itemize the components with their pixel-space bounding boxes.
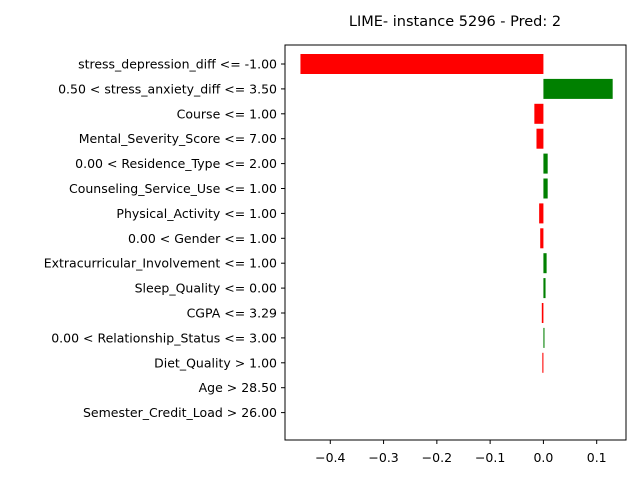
bar: [300, 54, 544, 74]
y-axis-labels: stress_depression_diff <= -1.00 0.50 < st…: [44, 57, 277, 421]
x-tick-label: −0.4: [315, 450, 345, 465]
y-tick-label: Sleep_Quality <= 0.00: [135, 281, 277, 296]
bar: [543, 278, 546, 299]
bar: [543, 78, 613, 99]
x-tick-label: −0.2: [422, 450, 452, 465]
y-tick-label: Diet_Quality > 1.00: [154, 355, 277, 370]
bar: [543, 153, 548, 174]
bar: [534, 103, 544, 124]
bar: [543, 253, 547, 274]
x-tick-label: −0.3: [368, 450, 398, 465]
x-tick-label: 0.1: [587, 450, 607, 465]
bar: [539, 203, 544, 224]
y-tick-label: 0.50 < stress_anxiety_diff <= 3.50: [58, 81, 277, 96]
bars-group: [300, 54, 613, 373]
chart-title: LIME- instance 5296 - Pred: 2: [349, 14, 561, 30]
y-tick-label: Physical_Activity <= 1.00: [116, 206, 277, 221]
y-tick-label: 0.00 < Relationship_Status <= 3.00: [51, 330, 277, 345]
x-tick-label: 0.0: [533, 450, 553, 465]
y-tick-label: 0.00 < Gender <= 1.00: [128, 231, 277, 246]
y-ticks: [281, 63, 285, 414]
bar: [543, 327, 545, 348]
plot-frame: [284, 44, 627, 441]
bar: [542, 352, 544, 373]
y-tick-label: Extracurricular_Involvement <= 1.00: [44, 256, 277, 271]
y-tick-label: Counseling_Service_Use <= 1.00: [69, 181, 277, 196]
x-tick-label: −0.1: [475, 450, 505, 465]
y-tick-label: Course <= 1.00: [177, 106, 277, 121]
y-tick-label: Age > 28.50: [199, 380, 277, 395]
y-tick-label: Mental_Severity_Score <= 7.00: [79, 131, 277, 146]
x-axis-ticks: −0.4 −0.3 −0.2 −0.1 0.0 0.1: [315, 440, 607, 465]
bar: [540, 228, 544, 249]
bar: [541, 303, 544, 323]
bar: [536, 128, 544, 149]
y-tick-label: Semester_Credit_Load > 26.00: [83, 405, 277, 420]
y-tick-label: 0.00 < Residence_Type <= 2.00: [75, 156, 277, 171]
y-tick-label: stress_depression_diff <= -1.00: [78, 57, 277, 72]
y-tick-label: CGPA <= 3.29: [187, 306, 277, 321]
bar: [543, 178, 548, 199]
